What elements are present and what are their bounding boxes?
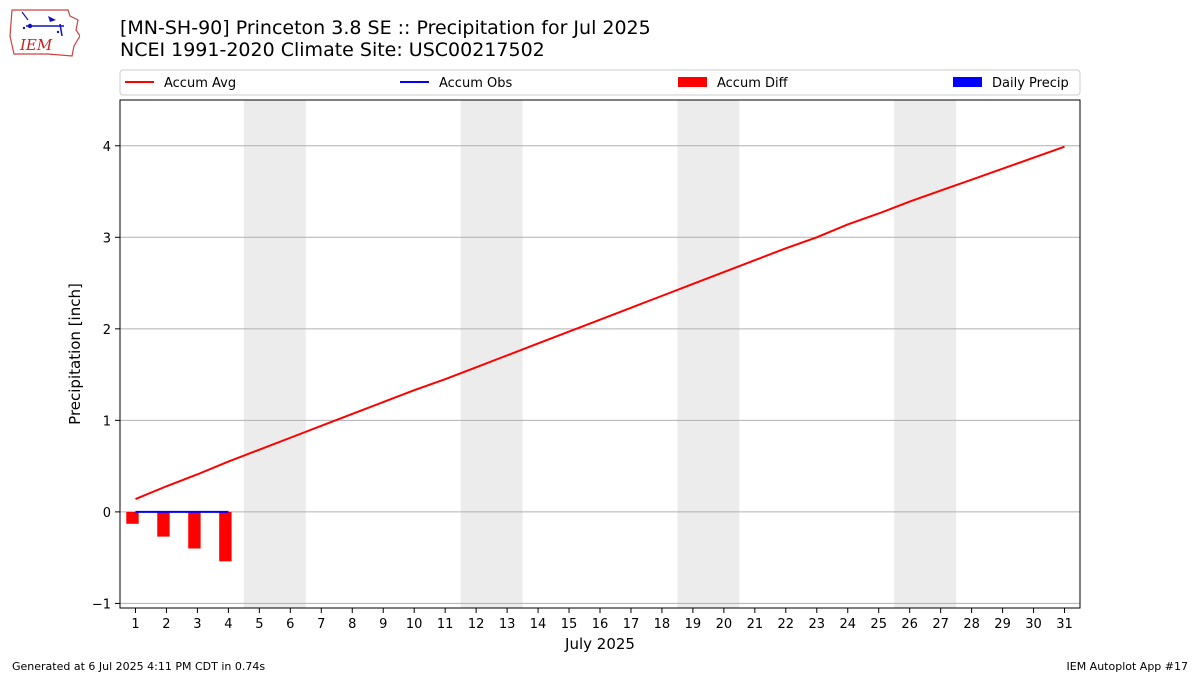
- x-tick-label: 4: [224, 617, 232, 632]
- y-tick-label: 4: [103, 140, 111, 155]
- y-tick-label: 3: [103, 231, 111, 246]
- x-tick-label: 14: [530, 617, 547, 632]
- chart-title-line1: [MN-SH-90] Princeton 3.8 SE :: Precipita…: [120, 17, 651, 39]
- accum-diff-bar: [219, 511, 232, 562]
- x-tick-label: 13: [499, 617, 516, 632]
- x-tick-label: 20: [716, 617, 733, 632]
- weekend-shade: [677, 100, 740, 608]
- line-layer: [135, 145, 1065, 513]
- accum-diff-bar: [157, 511, 170, 537]
- iem-logo: IEM: [8, 6, 81, 58]
- x-tick-label: 21: [747, 617, 764, 632]
- y-tick-label: −1: [92, 597, 111, 612]
- legend-label: Daily Precip: [992, 76, 1069, 91]
- x-tick-label: 19: [685, 617, 702, 632]
- x-tick-label: 1: [131, 617, 139, 632]
- x-tick-label: 23: [809, 617, 826, 632]
- x-tick-label: 27: [932, 617, 949, 632]
- x-tick-label: 31: [1056, 617, 1073, 632]
- y-tick-label: 1: [103, 414, 111, 429]
- x-tick-label: 25: [870, 617, 887, 632]
- x-tick-label: 29: [994, 617, 1011, 632]
- weekend-shade: [243, 100, 306, 608]
- accum-avg-line: [135, 145, 1065, 501]
- x-tick-label: 12: [468, 617, 485, 632]
- legend-label: Accum Avg: [164, 76, 236, 91]
- weekend-shade: [894, 100, 957, 608]
- x-tick-label: 30: [1025, 617, 1042, 632]
- x-axis-ticks: 1 2 3 4 5 6 7 8 9 10 11 12 13 14 15 16 17 18 19 20 21 22 23 24 2…: [131, 608, 1073, 632]
- y-tick-label: 0: [103, 506, 111, 521]
- x-tick-label: 5: [255, 617, 263, 632]
- x-tick-label: 10: [406, 617, 423, 632]
- x-tick-label: 9: [379, 617, 387, 632]
- x-tick-label: 24: [839, 617, 856, 632]
- chart-title-line2: NCEI 1991-2020 Climate Site: USC00217502: [120, 39, 545, 61]
- iem-logo-text: IEM: [19, 36, 53, 54]
- x-tick-label: 2: [162, 617, 170, 632]
- legend-bar-swatch: [678, 77, 707, 87]
- x-tick-label: 16: [592, 617, 609, 632]
- legend-label: Accum Obs: [439, 76, 512, 91]
- x-tick-label: 11: [437, 617, 454, 632]
- grid-layer: [120, 145, 1080, 604]
- x-tick-label: 22: [778, 617, 795, 632]
- legend-label: Accum Diff: [717, 76, 789, 91]
- generated-timestamp: Generated at 6 Jul 2025 4:11 PM CDT in 0…: [12, 660, 266, 673]
- x-tick-label: 15: [561, 617, 578, 632]
- y-tick-label: 2: [103, 323, 111, 338]
- legend-bar-swatch: [953, 77, 982, 87]
- app-credit: IEM Autoplot App #17: [1066, 660, 1189, 673]
- iem-logo-graphic: IEM: [9, 9, 81, 57]
- x-tick-label: 17: [623, 617, 640, 632]
- y-axis-ticks: −1 0 1 2 3 4: [92, 140, 120, 612]
- x-tick-label: 28: [963, 617, 980, 632]
- x-tick-label: 26: [901, 617, 918, 632]
- x-tick-label: 6: [286, 617, 294, 632]
- x-axis-label: July 2025: [564, 635, 635, 653]
- legend: Accum Avg Accum Obs Accum Diff Daily Precip: [119, 69, 1081, 96]
- x-tick-label: 8: [348, 617, 356, 632]
- accum-diff-bar: [188, 511, 201, 549]
- accum-diff-bar: [126, 511, 139, 524]
- x-tick-label: 3: [193, 617, 201, 632]
- bar-layer: [126, 511, 232, 562]
- legend-box: [119, 69, 1081, 96]
- x-tick-label: 18: [654, 617, 671, 632]
- y-axis-label: Precipitation [inch]: [66, 283, 84, 425]
- x-tick-label: 7: [317, 617, 325, 632]
- weekend-shading-layer: [243, 100, 957, 608]
